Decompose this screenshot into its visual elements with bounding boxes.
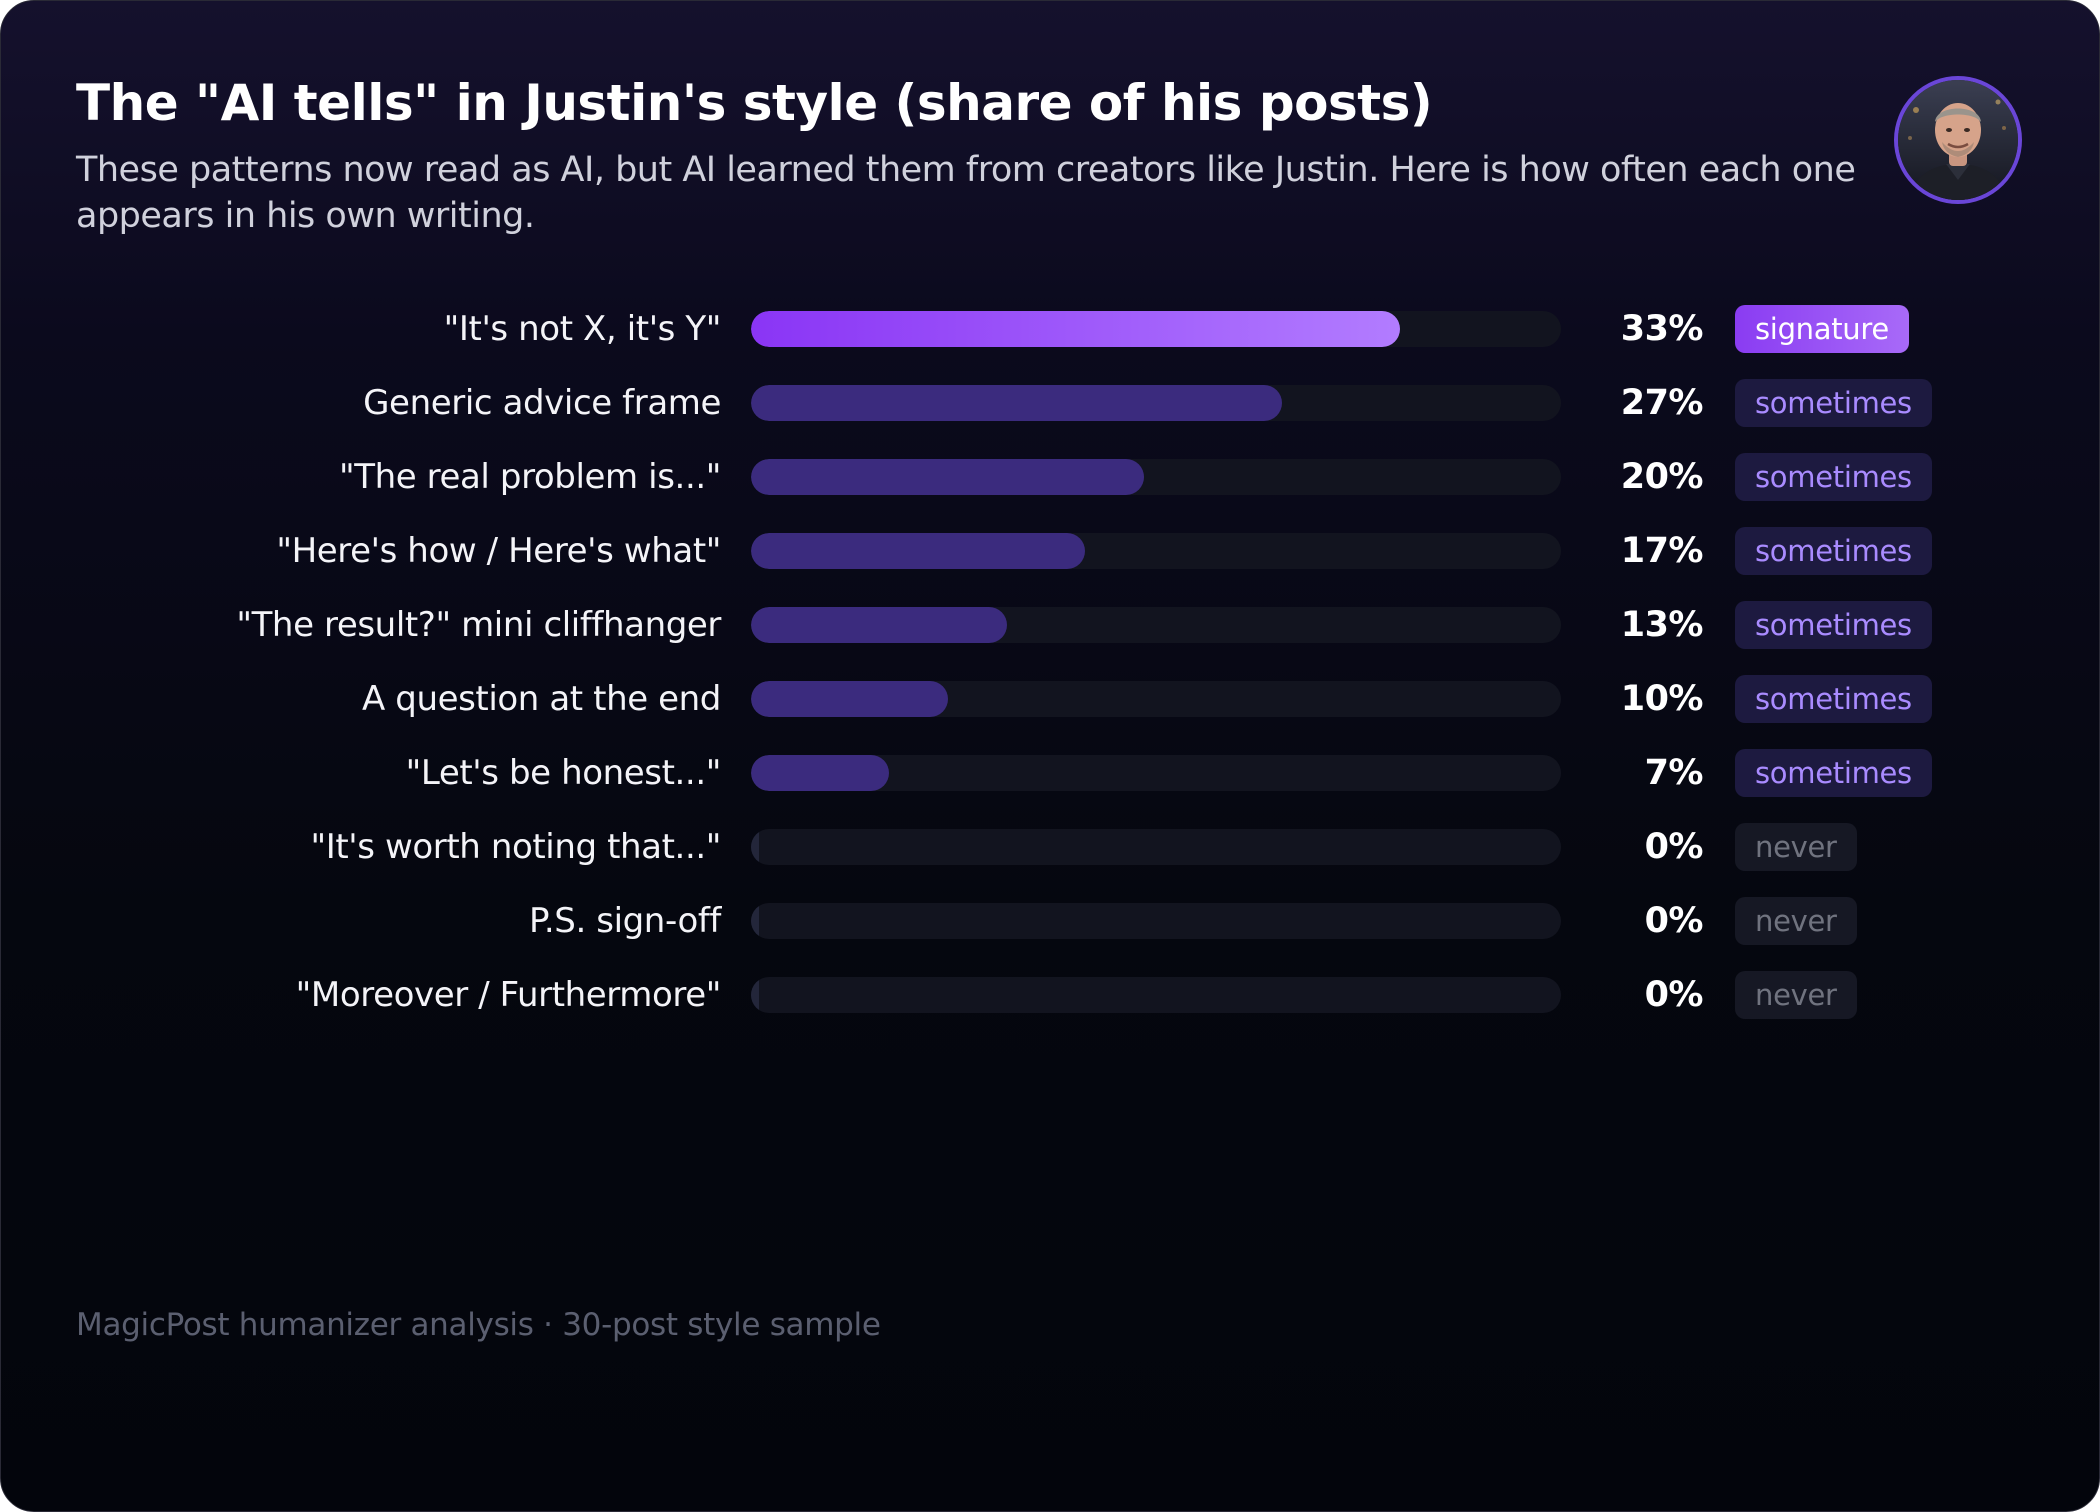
bar bbox=[751, 755, 889, 791]
bar-row: "Here's how / Here's what" 17% sometimes bbox=[1, 521, 2099, 581]
category-label: "Let's be honest..." bbox=[405, 753, 722, 793]
bar-track bbox=[751, 829, 1561, 865]
bar-row: "The result?" mini cliffhanger 13% sometim… bbox=[1, 595, 2099, 655]
bar-row: "The real problem is..." 20% sometimes bbox=[1, 447, 2099, 507]
frequency-badge: sometimes bbox=[1735, 601, 1932, 649]
frequency-badge: never bbox=[1735, 823, 1857, 871]
value-label: 17% bbox=[1620, 531, 1704, 571]
bar-track bbox=[751, 681, 1561, 717]
bar-row: P.S. sign-off 0% never bbox=[1, 891, 2099, 951]
value-label: 7% bbox=[1644, 753, 1704, 793]
category-label: "It's not X, it's Y" bbox=[443, 309, 722, 349]
category-label: "The result?" mini cliffhanger bbox=[236, 605, 721, 645]
bar-row: A question at the end 10% sometimes bbox=[1, 669, 2099, 729]
bar bbox=[751, 903, 759, 939]
chart-title: The "AI tells" in Justin's style (share … bbox=[76, 74, 1433, 132]
value-label: 0% bbox=[1644, 827, 1704, 867]
frequency-badge: sometimes bbox=[1735, 379, 1932, 427]
bar-row: "It's worth noting that..." 0% never bbox=[1, 817, 2099, 877]
value-label: 10% bbox=[1620, 679, 1704, 719]
value-label: 33% bbox=[1620, 309, 1704, 349]
frequency-badge: sometimes bbox=[1735, 675, 1932, 723]
category-label: "The real problem is..." bbox=[338, 457, 721, 497]
frequency-badge: sometimes bbox=[1735, 527, 1932, 575]
frequency-badge: never bbox=[1735, 897, 1857, 945]
bar-track bbox=[751, 755, 1561, 791]
chart-subtitle: These patterns now read as AI, but AI le… bbox=[76, 150, 1856, 236]
person-portrait-icon bbox=[1898, 80, 2018, 200]
bar-row: Generic advice frame 27% sometimes bbox=[1, 373, 2099, 433]
bar bbox=[751, 385, 1282, 421]
frequency-badge: signature bbox=[1735, 305, 1909, 353]
bar-track bbox=[751, 385, 1561, 421]
category-label: "Moreover / Furthermore" bbox=[295, 975, 722, 1015]
bar-row: "It's not X, it's Y" 33% signature bbox=[1, 299, 2099, 359]
avatar bbox=[1894, 76, 2022, 204]
value-label: 0% bbox=[1644, 901, 1704, 941]
bar bbox=[751, 459, 1145, 495]
category-label: P.S. sign-off bbox=[529, 901, 721, 941]
category-label: Generic advice frame bbox=[363, 383, 721, 423]
value-label: 20% bbox=[1620, 457, 1704, 497]
bar bbox=[751, 681, 948, 717]
frequency-badge: sometimes bbox=[1735, 453, 1932, 501]
chart-header: The "AI tells" in Justin's style (share … bbox=[76, 73, 1876, 239]
bar-track bbox=[751, 311, 1561, 347]
bar-track bbox=[751, 533, 1561, 569]
frequency-badge: never bbox=[1735, 971, 1857, 1019]
bar bbox=[751, 977, 759, 1013]
value-label: 13% bbox=[1620, 605, 1704, 645]
category-label: A question at the end bbox=[362, 679, 721, 719]
bar-track bbox=[751, 977, 1561, 1013]
bar-track bbox=[751, 459, 1561, 495]
value-label: 27% bbox=[1620, 383, 1704, 423]
value-label: 0% bbox=[1644, 975, 1704, 1015]
category-label: "Here's how / Here's what" bbox=[276, 531, 721, 571]
bar bbox=[751, 607, 1007, 643]
bar-row: "Let's be honest..." 7% sometimes bbox=[1, 743, 2099, 803]
bar-row: "Moreover / Furthermore" 0% never bbox=[1, 965, 2099, 1025]
frequency-badge: sometimes bbox=[1735, 749, 1932, 797]
bar bbox=[751, 533, 1086, 569]
category-label: "It's worth noting that..." bbox=[310, 827, 721, 867]
source-note: MagicPost humanizer analysis · 30-post s… bbox=[76, 1307, 881, 1343]
bar bbox=[751, 829, 759, 865]
bar-track bbox=[751, 903, 1561, 939]
bar bbox=[751, 311, 1400, 347]
bar-track bbox=[751, 607, 1561, 643]
